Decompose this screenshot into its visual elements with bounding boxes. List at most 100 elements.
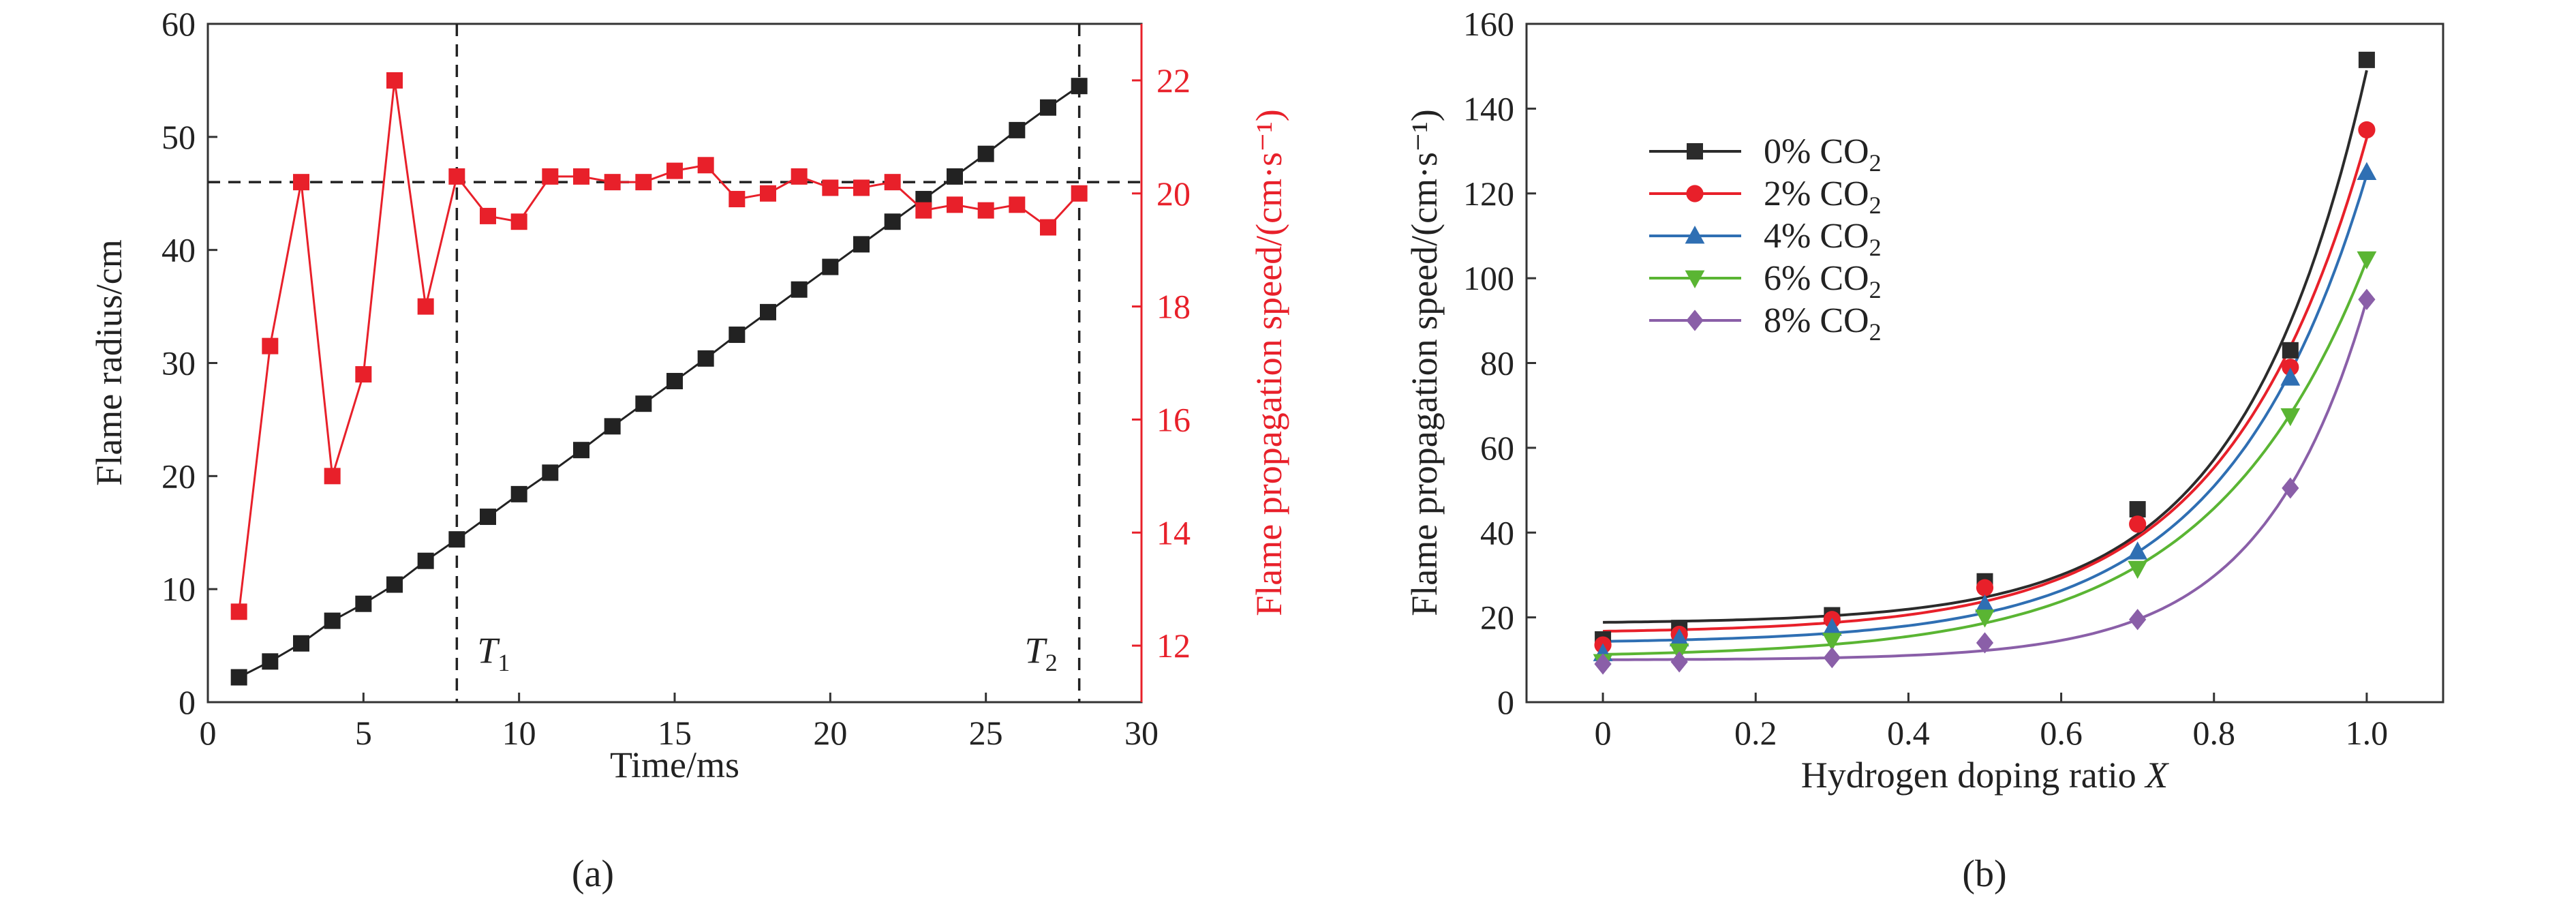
panel-b-data-point [2357,251,2377,270]
panel-b-data-point [2282,477,2299,499]
panel-b-data-point [1670,651,1688,673]
panel-b-data-point [1594,653,1612,675]
panel-a-caption: (a) [572,853,614,895]
panel-a-speed-point [510,213,527,230]
panel-b-data-point [2282,359,2299,376]
panel-a-speed-point [230,603,247,620]
panel-a-radius-point [822,258,839,275]
panel-b-x-tick-label: 1.0 [2346,714,2389,752]
panel-b: 0 0.2 0.4 0.6 0.8 1.0 0 20 40 60 80 100 120 140 160 0%… [1404,5,2444,895]
panel-a-radius-point [697,350,714,367]
panel-b-data-point [2129,609,2147,631]
panel-a-radius-point [386,576,403,593]
panel-a-speed-line [238,80,1080,612]
panel-b-data-point [1976,579,1994,597]
panel-a-radius-point [853,236,870,253]
panel-b-x-tick-label: 0.8 [2193,714,2236,752]
panel-a-y2-tick-label: 18 [1156,288,1191,326]
panel-b-data-point [2280,408,2301,427]
panel-b-data-point [1976,632,1994,654]
panel-b-data-point [2128,560,2148,579]
panel-b-y-tick-label: 0 [1497,683,1514,721]
legend-marker [1685,270,1705,288]
panel-a-y-tick-label: 50 [162,118,196,156]
panel-b-ticks: 0 0.2 0.4 0.6 0.8 1.0 0 20 40 60 80 100 120 140 160 [1463,5,2388,752]
panel-a-speed-point [1071,185,1088,202]
legend-marker [1686,309,1704,331]
panel-a-y-axis-title: Flame radius/cm [89,239,129,485]
legend-marker [1686,185,1704,202]
panel-a-radius-point [1009,121,1026,138]
panel-a-x-tick-label: 10 [502,714,536,752]
legend-label: 6% CO2 [1764,259,1882,303]
panel-a-speed-point [884,174,901,191]
panel-a-speed-point [480,207,496,224]
panel-a-speed-point [729,191,746,208]
panel-b-data-point [1822,633,1842,651]
panel-a-speed-point [915,202,932,219]
panel-a-x-tick-label: 30 [1124,714,1159,752]
panel-b-data-point [1975,609,1995,628]
panel-a-radius-point [760,303,776,320]
panel-a-y2-tick-label: 20 [1156,175,1191,213]
panel-a-speed-point [697,157,714,174]
panel-b-y-tick-label: 80 [1480,344,1514,382]
panel-b-caption: (b) [1962,853,2006,895]
panel-a-radius-point [791,281,808,298]
panel-b-data-point [2358,51,2375,68]
panel-a-y2-tick-label: 16 [1156,400,1191,438]
panel-a-speed-point [822,179,839,196]
legend-label: 2% CO2 [1764,175,1882,219]
panel-b-x-axis-title: Hydrogen doping ratio X [1801,755,2169,796]
panel-b-data-point [2282,342,2299,359]
panel-a-x-tick-label: 5 [355,714,372,752]
panel-a-speed-point [1040,219,1056,236]
panel-a-speed-point [324,468,341,485]
panel-b-y-tick-label: 120 [1463,175,1514,213]
panel-a-radius-point [324,612,341,629]
panel-a-radius-point [480,509,496,526]
legend-label: 8% CO2 [1764,301,1882,346]
legend-marker [1685,226,1705,244]
panel-a-speed-point [573,168,589,185]
panel-a-speed-point [760,185,776,202]
panel-a-speed-point [448,168,465,185]
panel-a-radius-point [977,145,994,162]
panel-a-speed-point [977,202,994,219]
panel-a-radius-point [355,595,372,612]
panel-b-y-tick-label: 160 [1463,5,1514,43]
panel-a-y-tick-label: 30 [162,344,196,382]
panel-a-speed-point [1009,196,1026,213]
panel-a-radius-point [510,485,527,502]
panel-a-plot-frame [206,22,1143,704]
panel-a-y-tick-label: 20 [162,457,196,495]
panel-b-fit-curve [1603,137,2368,633]
panel-a-radius-point [262,653,279,670]
panel-b-x-tick-label: 0.6 [2040,714,2083,752]
panel-a-t2-label: T2 [1025,630,1058,676]
panel-a-speed-point [417,298,434,315]
panel-b-x-tick-label: 0.4 [1887,714,1930,752]
panel-a-y-tick-label: 60 [162,5,196,43]
panel-a-speed-point [947,196,963,213]
panel-a-speed-point [791,168,808,185]
panel-a-speed-point [666,162,683,179]
panel-b-data-point [1823,647,1841,669]
panel-b-y-tick-label: 40 [1480,513,1514,552]
panel-b-y-tick-label: 140 [1463,89,1514,127]
legend-label: 4% CO2 [1764,217,1882,261]
panel-a-y2-tick-label: 12 [1156,626,1191,665]
legend-label: 0% CO2 [1764,132,1882,177]
panel-a-radius-point [1040,99,1056,116]
panel-a-x-tick-label: 15 [658,714,692,752]
panel-b-y-tick-label: 100 [1463,259,1514,297]
panel-a-ticks: 0 5 10 15 20 25 30 0 10 20 30 40 50 60 12 14 16 18 20 22 [162,5,1191,752]
panel-b-x-tick-label: 0.2 [1734,714,1777,752]
panel-a-speed-point [604,174,621,191]
panel-a-radius-point [1071,78,1088,95]
panel-b-data-point [2129,515,2147,533]
panel-a-y-tick-label: 10 [162,570,196,608]
panel-a-radius-point [604,418,621,435]
